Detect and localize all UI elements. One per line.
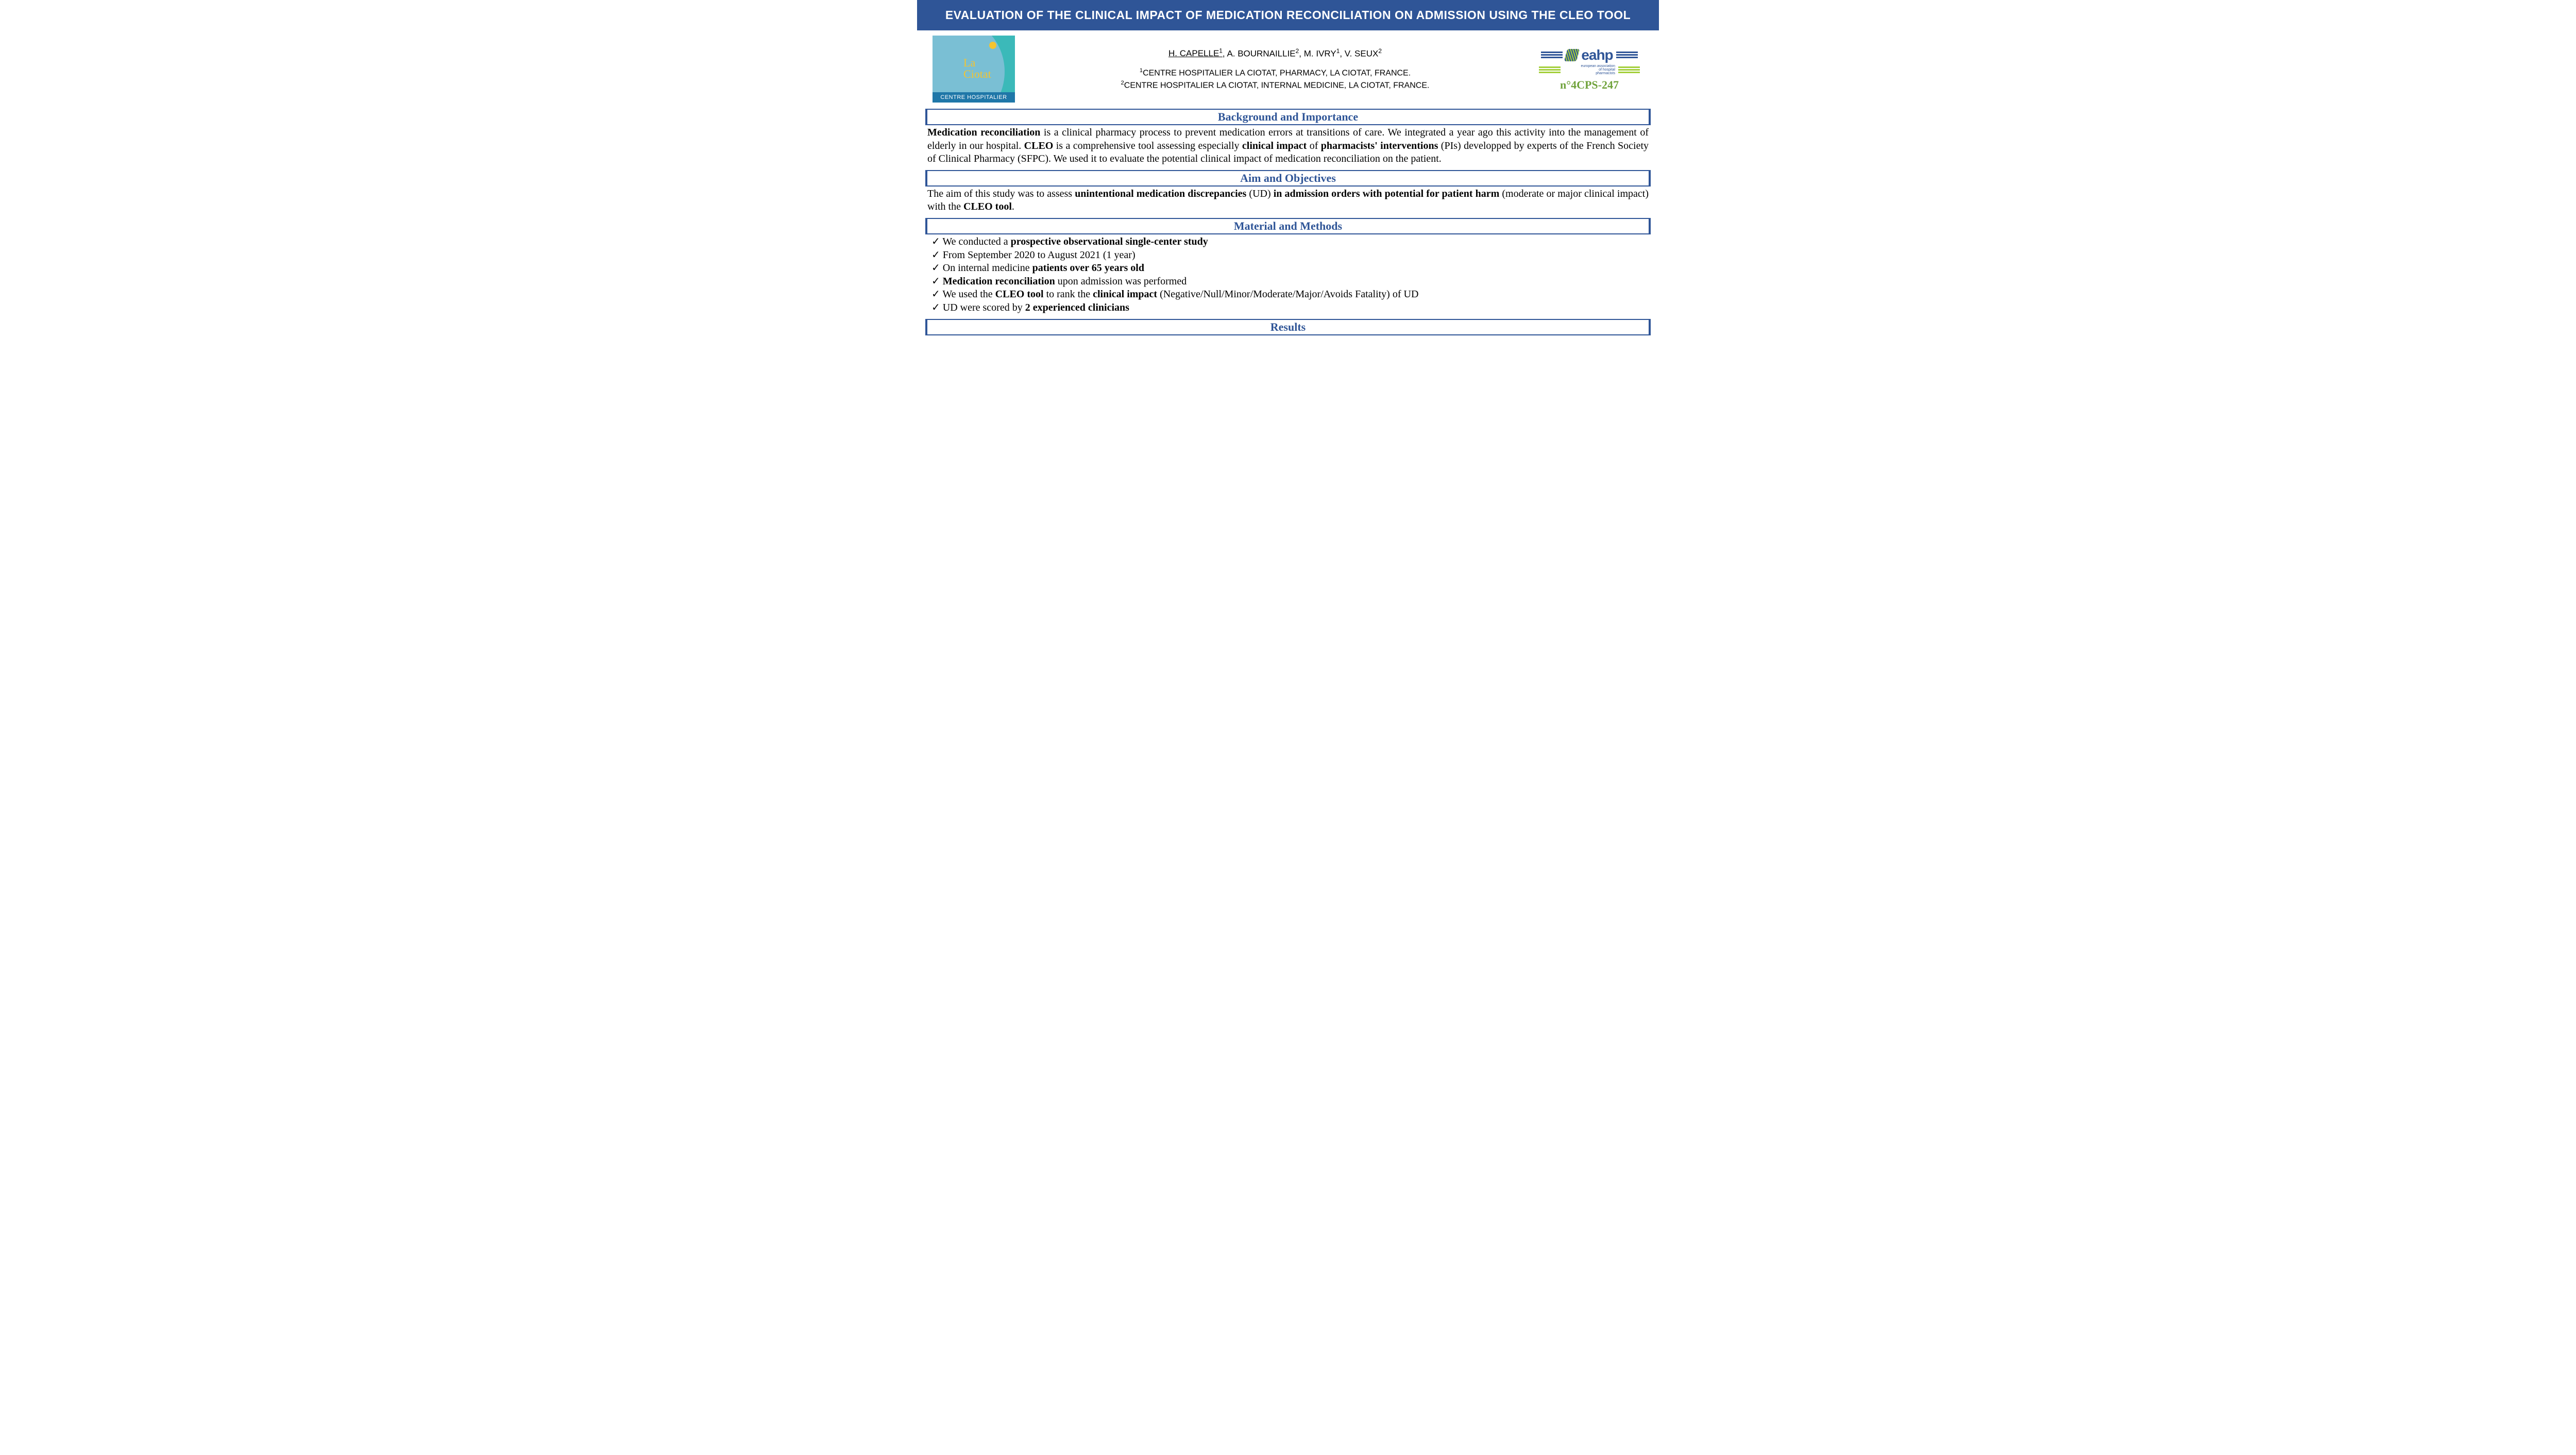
methods-item-2: From September 2020 to August 2021 (1 ye…: [931, 249, 1649, 262]
right-column: eahp european association of hospital ph…: [1535, 47, 1643, 92]
section-body-aim: The aim of this study was to assess unin…: [927, 188, 1649, 214]
author-2-sup: 2: [1296, 47, 1299, 55]
hospital-logo: La Ciotat CENTRE HOSPITALIER: [933, 36, 1015, 103]
section-body-background: Medication reconciliation is a clinical …: [927, 126, 1649, 166]
logo-script-2: Ciotat: [963, 67, 991, 80]
author-2: A. BOURNAILLIE: [1227, 48, 1295, 58]
section-header-background: Background and Importance: [925, 109, 1651, 125]
methods-item-3: On internal medicine patients over 65 ye…: [931, 262, 1649, 275]
section-body-methods: We conducted a prospective observational…: [927, 235, 1649, 315]
section-header-methods: Material and Methods: [925, 218, 1651, 234]
author-1: H. CAPELLE: [1168, 48, 1219, 58]
affiliation-2: 2CENTRE HOSPITALIER LA CIOTAT, INTERNAL …: [1025, 79, 1525, 92]
methods-item-5: We used the CLEO tool to rank the clinic…: [931, 288, 1649, 301]
author-3: M. IVRY: [1304, 48, 1336, 58]
author-4-sup: 2: [1378, 47, 1382, 55]
author-4: V. SEUX: [1345, 48, 1379, 58]
eahp-word: eahp: [1581, 47, 1613, 63]
affiliation-1: 1CENTRE HOSPITALIER LA CIOTAT, PHARMACY,…: [1025, 67, 1525, 79]
eahp-logo: eahp european association of hospital ph…: [1535, 47, 1643, 75]
eahp-sub-2: of hospital pharmacists: [1579, 68, 1615, 75]
header-row: La Ciotat CENTRE HOSPITALIER H. CAPELLE1…: [917, 30, 1659, 106]
logo-band-text: CENTRE HOSPITALIER: [933, 92, 1015, 103]
methods-item-4: Medication reconciliation upon admission…: [931, 275, 1649, 289]
authors-line: H. CAPELLE1, A. BOURNAILLIE2, M. IVRY1, …: [1025, 47, 1525, 60]
methods-item-1: We conducted a prospective observational…: [931, 235, 1649, 249]
eahp-swirl-icon: [1564, 49, 1580, 61]
author-3-sup: 1: [1336, 47, 1340, 55]
poster-title: EVALUATION OF THE CLINICAL IMPACT OF MED…: [917, 0, 1659, 30]
poster-number: n°4CPS-247: [1535, 78, 1643, 92]
author-1-sup: 1: [1219, 47, 1223, 55]
section-header-aim: Aim and Objectives: [925, 170, 1651, 187]
section-header-results: Results: [925, 319, 1651, 335]
methods-item-6: UD were scored by 2 experienced clinicia…: [931, 301, 1649, 315]
authors-block: H. CAPELLE1, A. BOURNAILLIE2, M. IVRY1, …: [1025, 47, 1525, 92]
eahp-sub-1: european association: [1579, 64, 1615, 68]
